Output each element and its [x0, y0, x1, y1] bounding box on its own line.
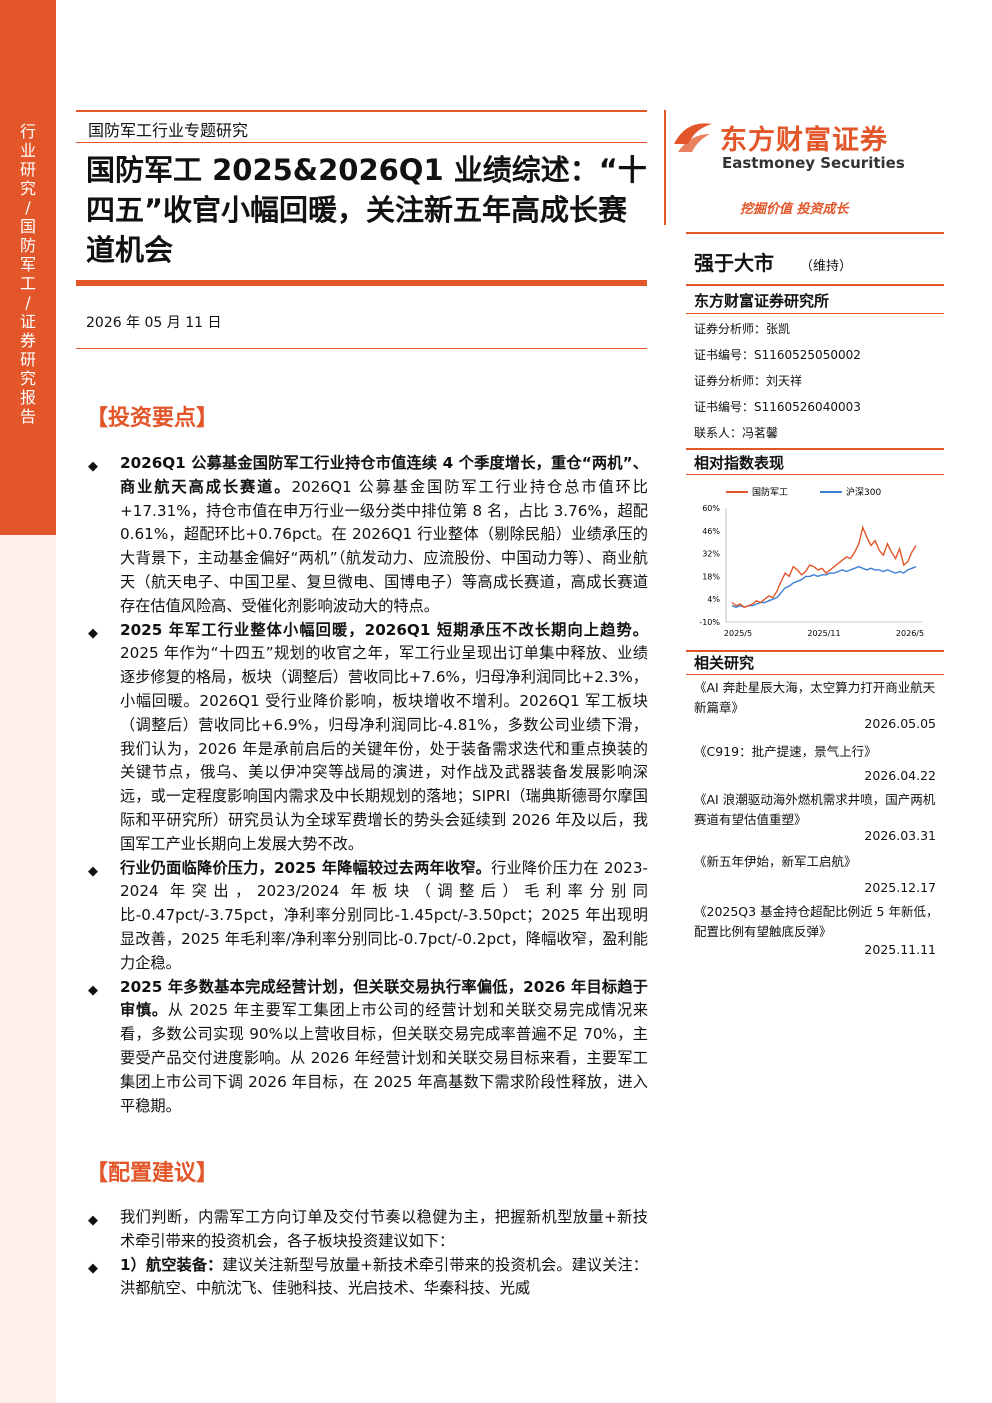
- related-top-rule: [686, 650, 944, 652]
- x-tick-label: 2026/5: [896, 629, 924, 638]
- related-heading-rule: [686, 674, 944, 675]
- y-tick-label: 46%: [702, 527, 720, 536]
- point-lead: 行业仍面临降价压力，2025 年降幅较过去两年收窄。: [120, 858, 492, 877]
- rating-value: 强于大市: [694, 251, 774, 275]
- point-text: 我们判断，内需军工方向订单及交付节奏以稳健为主，把握新机型放量+新技术牵引带来的…: [120, 1208, 648, 1250]
- report-series: 国防军工行业专题研究: [88, 121, 249, 140]
- series-line-defense: [731, 525, 917, 609]
- title-bottom-rule: [76, 280, 647, 286]
- rating-top-rule: [686, 232, 944, 234]
- brand-slogan: 挖掘价值 投资成长: [740, 202, 849, 217]
- relative-index-chart: 国防军工 沪深300 60% 46% 32% 18% 4% -10% 2025/5 2025…: [699, 486, 924, 638]
- institute-rule: [686, 284, 944, 286]
- legend-label-0: 国防军工: [752, 486, 788, 498]
- y-tick-label: 18%: [702, 572, 720, 581]
- analyst-line: 联系人：冯茗馨: [694, 426, 779, 440]
- related-report-title[interactable]: 《新五年伊始，新军工启航》: [694, 854, 857, 869]
- related-report-title[interactable]: 《AI 浪潮驱动海外燃机需求井喷，国产两机赛道有望估值重塑》: [694, 792, 936, 827]
- diamond-bullet-icon: ◆: [88, 625, 98, 641]
- point-lead: 2025 年多数基本完成经营计划，但关联交易执行率偏低，2026 年目标趋于审慎…: [120, 977, 648, 1020]
- date-rule: [76, 348, 647, 349]
- institute-name: 东方财富证券研究所: [694, 292, 830, 310]
- chart-top-rule: [686, 448, 944, 450]
- brand-name-en: Eastmoney Securities: [722, 154, 905, 172]
- point-lead: 1）航空装备：: [120, 1255, 223, 1274]
- left-sidebar-accent: [0, 0, 56, 535]
- related-report-date: 2026.03.31: [864, 828, 936, 843]
- related-report-date: 2026.05.05: [864, 716, 936, 731]
- config-point: ◆ 1）航空装备：建议关注新型号放量+新技术牵引带来的投资机会。建议关注：洪都航…: [86, 1254, 648, 1302]
- y-tick-label: 32%: [702, 550, 720, 559]
- header-top-rule: [76, 110, 647, 112]
- point-text: 2025 年作为“十四五”规划的收官之年，军工行业呈现出订单集中释放、业绩逐步修…: [120, 644, 648, 853]
- rating-note: （维持）: [800, 259, 853, 274]
- invest-heading: 【投资要点】: [86, 405, 219, 431]
- point-text: 2026Q1 公募基金国防军工行业持仓总市值环比+17.31%，持仓市值在申万行…: [120, 477, 648, 615]
- brand-name-cn: 东方财富证券: [720, 125, 888, 156]
- y-tick-label: -10%: [699, 618, 720, 627]
- analyst-line: 证券分析师：刘天祥: [694, 374, 803, 388]
- invest-point: ◆ 2025 年军工行业整体小幅回暖，2026Q1 短期承压不改长期向上趋势。 2…: [86, 619, 648, 857]
- point-lead: 2025 年军工行业整体小幅回暖，2026Q1 短期承压不改长期向上趋势。: [120, 620, 648, 639]
- related-report-date: 2026.04.22: [864, 768, 936, 783]
- diamond-bullet-icon: ◆: [88, 1260, 98, 1276]
- related-heading: 相关研究: [694, 654, 755, 672]
- x-tick-label: 2025/11: [807, 629, 840, 638]
- point-text: 行业降价压力在 2023-2024 年突出，2023/2024 年板块（调整后）…: [120, 858, 648, 972]
- diamond-bullet-icon: ◆: [88, 459, 98, 474]
- related-report-title[interactable]: 《AI 奔赴星辰大海，太空算力打开商业航天新篇章》: [694, 680, 936, 715]
- invest-point: ◆ 2025 年多数基本完成经营计划，但关联交易执行率偏低，2026 年目标趋于…: [86, 976, 648, 1119]
- related-report-date: 2025.12.17: [864, 880, 936, 895]
- related-report-title[interactable]: 《C919：批产提速，景气上行》: [694, 744, 877, 759]
- related-report-date: 2025.11.11: [864, 942, 936, 957]
- config-points: ◆ 我们判断，内需军工方向订单及交付节奏以稳健为主，把握新机型放量+新技术牵引带…: [86, 1206, 648, 1301]
- header-sub-rule: [76, 142, 647, 143]
- report-title: 国防军工 2025&2026Q1 业绩综述：“十四五”收官小幅回暖，关注新五年高…: [86, 153, 647, 267]
- institute-bottom-rule: [686, 313, 944, 314]
- brand-divider: [664, 110, 666, 225]
- analyst-line: 证券分析师：张凯: [694, 322, 791, 336]
- legend-label-1: 沪深300: [846, 486, 881, 498]
- config-point: ◆ 我们判断，内需军工方向订单及交付节奏以稳健为主，把握新机型放量+新技术牵引带…: [86, 1206, 648, 1254]
- y-tick-label: 60%: [702, 504, 720, 513]
- related-report-title[interactable]: 《2025Q3 基金持仓超配比例近 5 年新低，配置比例有望触底反弹》: [694, 904, 939, 939]
- sidebar-vertical-label: 行业研究 / 国防军工 / 证券研究报告: [19, 122, 36, 426]
- invest-point: ◆ 2026Q1 公募基金国防军工行业持仓市值连续 4 个季度增长，重仓“两机”…: [86, 452, 648, 619]
- invest-points: ◆ 2026Q1 公募基金国防军工行业持仓市值连续 4 个季度增长，重仓“两机”…: [86, 452, 648, 1118]
- point-lead: 2026Q1 公募基金国防军工行业持仓市值连续 4 个季度增长，重仓“两机”、商…: [120, 454, 648, 496]
- analyst-line: 证书编号：S1160526040003: [694, 400, 861, 414]
- analyst-line: 证书编号：S1160525050002: [694, 348, 861, 362]
- diamond-bullet-icon: ◆: [88, 982, 98, 998]
- y-tick-label: 4%: [707, 595, 720, 604]
- x-tick-label: 2025/5: [724, 629, 752, 638]
- diamond-bullet-icon: ◆: [88, 1213, 98, 1228]
- chart-heading-rule: [686, 474, 944, 475]
- diamond-bullet-icon: ◆: [88, 863, 98, 879]
- point-text: 从 2025 年主要军工集团上市公司的经营计划和关联交易完成情况来看，多数公司实…: [120, 1001, 649, 1115]
- invest-point: ◆ 行业仍面临降价压力，2025 年降幅较过去两年收窄。行业降价压力在 2023…: [86, 857, 648, 976]
- eastmoney-logo-icon: [674, 123, 712, 152]
- config-heading: 【配置建议】: [86, 1160, 219, 1186]
- chart-heading: 相对指数表现: [694, 454, 785, 472]
- report-date: 2026 年 05 月 11 日: [86, 315, 222, 331]
- series-line-hs300: [731, 565, 917, 609]
- point-text: 建议关注新型号放量+新技术牵引带来的投资机会。建议关注：洪都航空、中航沈飞、佳驰…: [120, 1255, 648, 1298]
